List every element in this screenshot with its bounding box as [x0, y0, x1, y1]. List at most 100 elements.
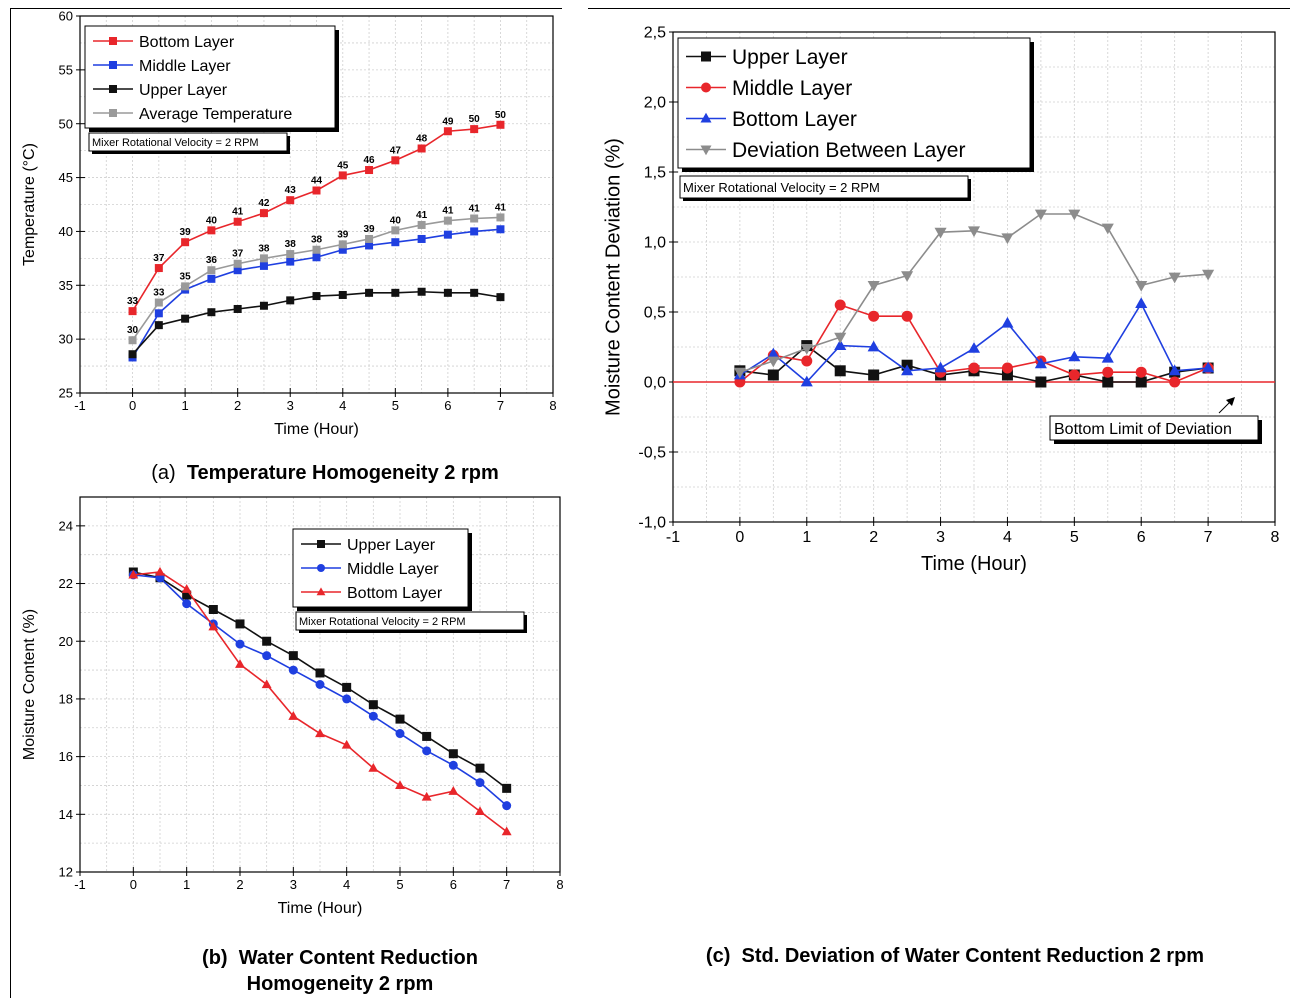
- data-label: 41: [495, 202, 507, 213]
- x-tick-label: 8: [549, 398, 556, 413]
- data-point: [801, 355, 813, 367]
- chart-c-annotation: Mixer Rotational Velocity = 2 RPM: [679, 175, 971, 201]
- x-tick-label: 7: [1204, 529, 1213, 546]
- data-point: [341, 739, 352, 749]
- x-tick-label: 5: [1070, 529, 1079, 546]
- caption-a: (a) Temperature Homogeneity 2 rpm: [60, 462, 590, 485]
- data-point: [288, 711, 299, 720]
- y-tick-label: 24: [59, 518, 73, 533]
- x-tick-label: 3: [290, 877, 297, 892]
- data-point: [1168, 364, 1181, 376]
- y-tick-label: 25: [59, 386, 73, 401]
- data-point: [1068, 209, 1081, 221]
- caption-c-text: Std. Deviation of Water Content Reductio…: [741, 945, 1205, 967]
- figure-frame-top: [10, 8, 562, 9]
- data-point: [475, 778, 485, 788]
- series-bottom-layer: [128, 566, 512, 836]
- data-label: 39: [337, 229, 349, 240]
- data-point: [182, 599, 192, 609]
- data-point: [496, 213, 505, 222]
- chart-b-legend: Upper Layer Middle Layer Bottom Layer: [292, 528, 472, 611]
- reference-label-text: Bottom Limit of Deviation: [1054, 421, 1232, 438]
- data-point: [422, 731, 432, 741]
- data-point: [365, 166, 374, 175]
- data-label: 42: [258, 198, 270, 209]
- caption-b-letter: (b): [202, 947, 228, 969]
- data-point: [233, 259, 242, 268]
- annotation-box: [295, 611, 525, 631]
- data-point: [1101, 351, 1114, 363]
- legend-label: Average Temperature: [139, 106, 292, 123]
- data-label: 36: [206, 255, 218, 266]
- data-point: [901, 364, 914, 376]
- data-point: [262, 636, 272, 646]
- data-point: [338, 171, 347, 180]
- chart-c-ylabel: Moisture Content Deviation (%): [602, 138, 624, 416]
- x-tick-label: 8: [556, 877, 563, 892]
- data-point: [767, 356, 780, 368]
- data-point: [233, 304, 242, 313]
- chart-b-annotation: Mixer Rotational Velocity = 2 RPM: [295, 611, 527, 633]
- caption-c: (c) Std. Deviation of Water Content Redu…: [640, 945, 1270, 968]
- x-tick-label: 7: [503, 877, 510, 892]
- x-tick-label: 5: [396, 877, 403, 892]
- series-deviation-between-layer: [733, 209, 1215, 379]
- data-point: [496, 225, 505, 234]
- data-point: [342, 694, 352, 704]
- legend-label: Bottom Layer: [347, 585, 443, 602]
- x-tick-label: 7: [497, 398, 504, 413]
- data-point: [182, 590, 192, 600]
- data-point: [934, 227, 947, 239]
- x-tick-label: 5: [392, 398, 399, 413]
- data-point: [233, 217, 242, 226]
- y-tick-label: 1,0: [644, 235, 666, 252]
- legend-marker: [701, 51, 711, 62]
- series-average-temperature: 30 33 35 36 37 38 38 38 39 39 40 41 41 41 41: [127, 202, 507, 345]
- data-point: [207, 308, 216, 317]
- data-point: [315, 680, 325, 689]
- y-tick-label: 30: [59, 332, 73, 347]
- x-tick-label: 1: [183, 877, 190, 892]
- data-point: [448, 786, 459, 795]
- data-label: 50: [495, 110, 507, 121]
- data-point: [475, 806, 485, 816]
- data-point: [395, 729, 405, 739]
- y-tick-label: 14: [59, 807, 73, 822]
- caption-b-line1: Water Content Reduction: [238, 947, 478, 969]
- legend-label: Upper Layer: [732, 46, 848, 69]
- annotation-text: Mixer Rotational Velocity = 2 RPM: [683, 180, 880, 195]
- data-point: [288, 665, 298, 675]
- data-point: [1001, 233, 1014, 245]
- data-label: 41: [232, 207, 244, 218]
- data-point: [207, 274, 216, 283]
- data-point: [868, 310, 880, 322]
- data-point: [1169, 376, 1181, 388]
- data-point: [1068, 350, 1081, 362]
- caption-b: (b) Water Content Reduction Homogeneity …: [60, 945, 620, 997]
- series-upper-layer: [128, 287, 505, 359]
- x-tick-label: 2: [234, 398, 241, 413]
- caption-c-letter: (c): [705, 945, 731, 967]
- data-point: [417, 287, 426, 296]
- data-point: [365, 241, 374, 250]
- data-point: [1202, 269, 1215, 281]
- data-point: [154, 321, 163, 330]
- y-tick-label: 40: [59, 224, 73, 239]
- x-tick-label: 2: [236, 877, 243, 892]
- data-point: [259, 301, 268, 310]
- y-tick-label: -0,5: [638, 445, 666, 462]
- legend-marker: [109, 61, 117, 69]
- data-point: [800, 344, 813, 355]
- annotation-text: Mixer Rotational Velocity = 2 RPM: [299, 616, 466, 628]
- data-point: [368, 700, 378, 710]
- data-point: [391, 238, 400, 247]
- y-tick-label: 50: [59, 116, 73, 131]
- data-point: [967, 226, 981, 238]
- data-point: [208, 621, 219, 631]
- caption-a-text: Temperature Homogeneity 2 rpm: [186, 462, 499, 484]
- data-label: 46: [363, 155, 375, 166]
- data-point: [448, 749, 458, 759]
- legend-box: [84, 25, 336, 129]
- chart-b-ylabel: Moisture Content (%): [21, 609, 38, 760]
